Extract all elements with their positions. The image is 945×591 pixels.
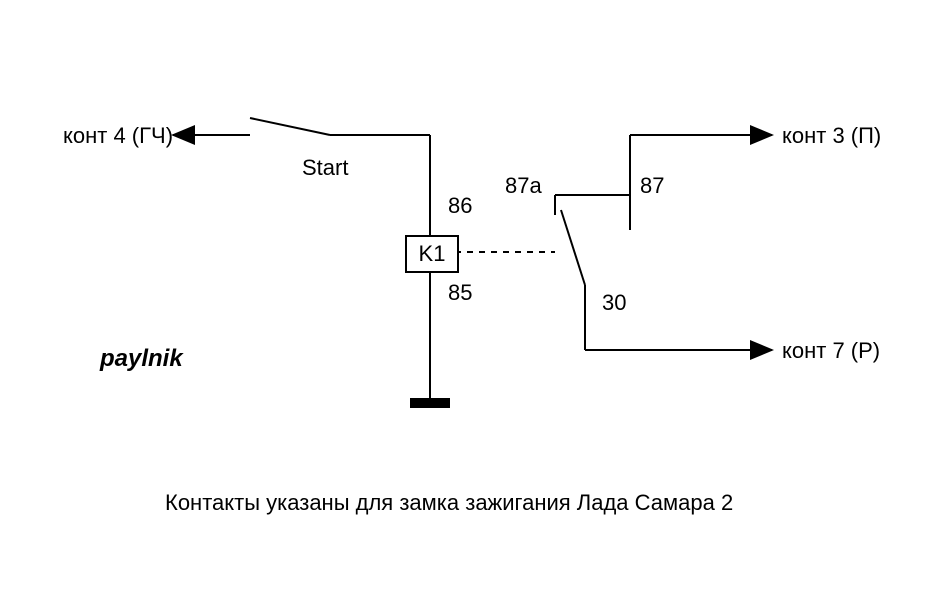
ground-symbol bbox=[410, 398, 450, 408]
relay-k1-box: K1 bbox=[405, 235, 459, 273]
label-pin87: 87 bbox=[640, 173, 664, 199]
label-kont4: конт 4 (ГЧ) bbox=[63, 123, 173, 149]
relay-k1-label: K1 bbox=[419, 241, 446, 267]
caption-text: Контакты указаны для замка зажигания Лад… bbox=[165, 490, 733, 516]
label-pin30: 30 bbox=[602, 290, 626, 316]
label-pin85: 85 bbox=[448, 280, 472, 306]
label-pin86: 86 bbox=[448, 193, 472, 219]
label-kont3: конт 3 (П) bbox=[782, 123, 881, 149]
label-start: Start bbox=[302, 155, 348, 181]
relay-blade bbox=[561, 210, 585, 285]
label-kont7: конт 7 (Р) bbox=[782, 338, 880, 364]
watermark-text: paylnik bbox=[100, 345, 183, 373]
label-pin87a: 87a bbox=[505, 173, 542, 199]
start-switch-blade bbox=[250, 118, 330, 135]
